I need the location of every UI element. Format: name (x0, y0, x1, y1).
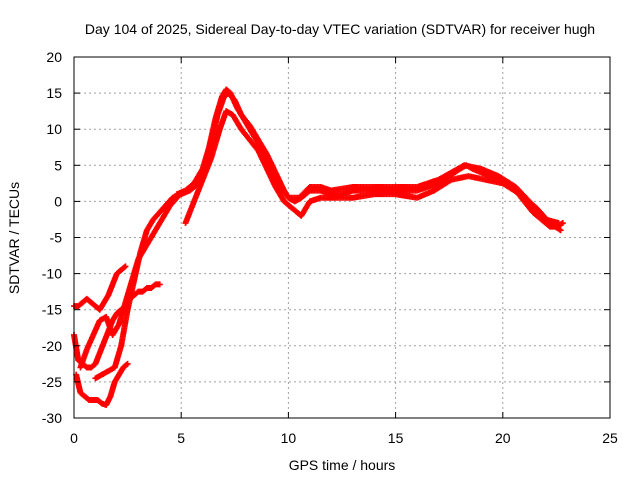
series-early-4 (77, 194, 180, 371)
data-point-plus (122, 263, 129, 270)
x-tick-label: 10 (281, 430, 297, 446)
y-tick-label: -30 (42, 410, 62, 426)
x-tick-label: 5 (177, 430, 185, 446)
data-point-plus (555, 220, 562, 227)
grid (74, 57, 610, 418)
y-tick-label: -25 (42, 374, 62, 390)
data-point-plus (156, 281, 163, 288)
axis-ticks: 0 5 10 15 20 25 -30 -25 -20 -15 -10 -5 0 5 10 15 20 (42, 49, 618, 446)
x-tick-label: 15 (388, 430, 404, 446)
y-tick-label: -20 (42, 338, 62, 354)
x-tick-label: 20 (495, 430, 511, 446)
chart-title: Day 104 of 2025, Sidereal Day-to-day VTE… (85, 21, 595, 37)
data-point-plus (121, 264, 128, 271)
y-tick-label: -15 (42, 302, 62, 318)
x-axis-label: GPS time / hours (289, 457, 396, 473)
series-main-lower (182, 108, 564, 234)
y-tick-label: 15 (46, 85, 62, 101)
y-axis-label: SDTVAR / TECUs (6, 182, 22, 294)
data-point-plus (168, 195, 175, 202)
series-early-2 (71, 263, 129, 313)
series-early-3 (73, 360, 131, 409)
y-tick-label: 20 (46, 49, 62, 65)
y-tick-label: -5 (50, 230, 63, 246)
data-point-plus (556, 226, 563, 233)
data-point-plus (557, 227, 564, 234)
series-early-5 (92, 194, 176, 382)
data-point-plus (124, 360, 131, 367)
series-main-upper (173, 86, 562, 227)
data-points (71, 86, 566, 409)
y-tick-label: 5 (54, 157, 62, 173)
y-tick-label: 0 (54, 193, 62, 209)
y-tick-label: 10 (46, 121, 62, 137)
data-point-plus (169, 194, 176, 201)
x-tick-label: 0 (70, 430, 78, 446)
x-tick-label: 25 (602, 430, 618, 446)
y-tick-label: -10 (42, 266, 62, 282)
data-point-plus (123, 361, 130, 368)
